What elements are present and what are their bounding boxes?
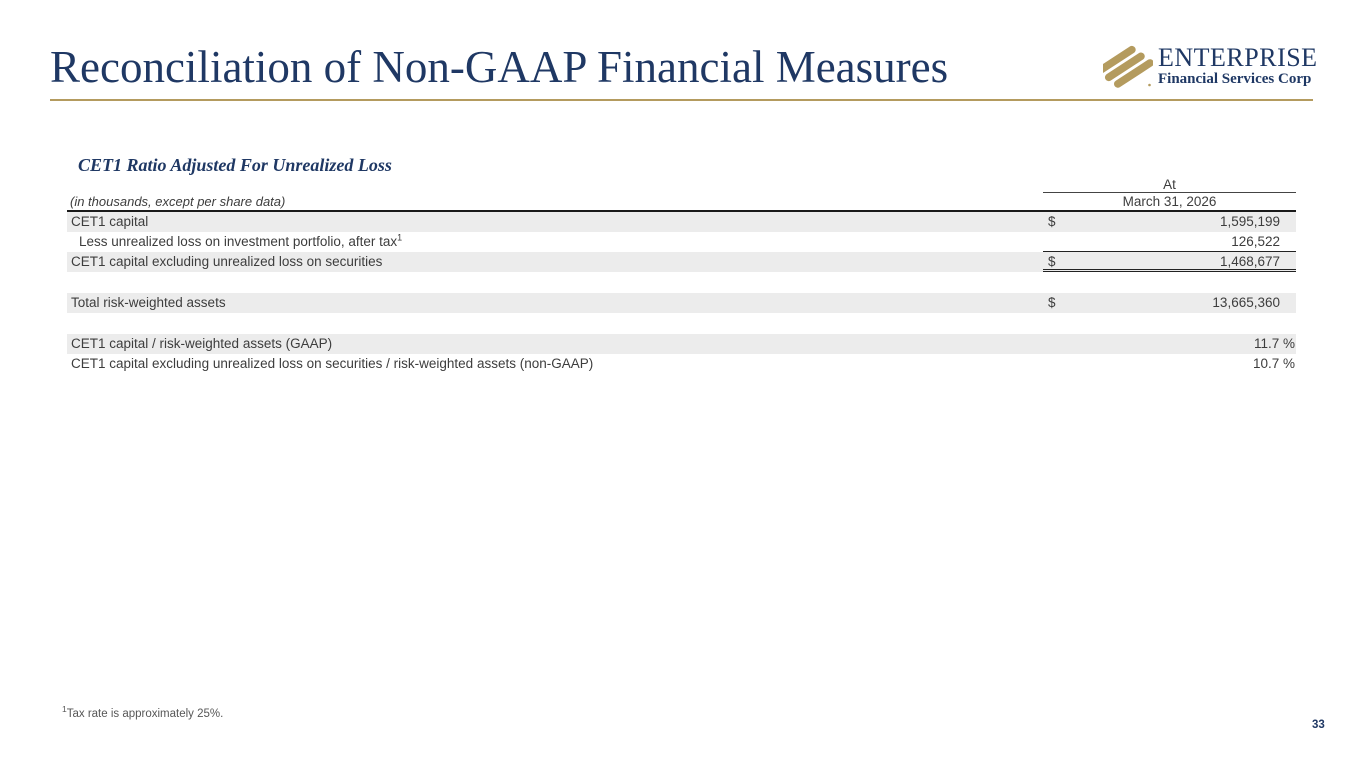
row-label: CET1 capital / risk-weighted assets (GAA…	[71, 336, 333, 351]
currency-symbol: $	[1048, 254, 1056, 269]
footnote-text: Tax rate is approximately 25%.	[66, 707, 224, 720]
table-spacer	[67, 313, 1296, 334]
table-spacer	[67, 272, 1296, 293]
row-value: 1,595,199	[1219, 214, 1280, 229]
row-value-column: 11.7 %	[1043, 334, 1296, 354]
row-value: 1,468,677	[1219, 254, 1280, 269]
row-value: 126,522	[1231, 234, 1280, 249]
table-row: CET1 capital excluding unrealized loss o…	[67, 252, 1296, 272]
row-value-column: $1,468,677	[1043, 252, 1296, 272]
table-row: CET1 capital $1,595,199	[67, 212, 1296, 232]
row-value-column: 126,522	[1043, 232, 1296, 252]
currency-symbol	[1043, 354, 1077, 374]
row-label: CET1 capital	[71, 214, 149, 229]
table-row: CET1 capital excluding unrealized loss o…	[67, 354, 1296, 374]
page-number: 33	[1312, 719, 1325, 731]
row-label: Total risk-weighted assets	[71, 295, 226, 310]
row-label: CET1 capital excluding unrealized loss o…	[71, 254, 383, 269]
column-header-date: March 31, 2026	[1122, 194, 1217, 209]
company-logo: ENTERPRISE Financial Services Corp	[1103, 44, 1318, 92]
title-gold-rule	[50, 99, 1313, 101]
currency-symbol	[1043, 334, 1077, 354]
logo-tagline: Financial Services Corp	[1158, 71, 1312, 87]
row-value-column: $1,595,199	[1043, 212, 1296, 232]
currency-symbol	[1043, 232, 1077, 251]
table-row: Less unrealized loss on investment portf…	[67, 232, 1296, 252]
row-value-column: 10.7 %	[1043, 354, 1296, 374]
reconciliation-table: CET1 Ratio Adjusted For Unrealized Loss …	[67, 155, 1296, 374]
units-note: (in thousands, except per share data)	[70, 194, 286, 209]
row-value: 11.7 %	[1253, 336, 1295, 351]
logo-text: ENTERPRISE Financial Services Corp	[1158, 44, 1318, 87]
logo-company-name: ENTERPRISE	[1158, 43, 1318, 72]
footnote-superscript: 1	[62, 704, 67, 714]
column-header: At March 31, 2026	[1043, 177, 1296, 210]
table-heading: CET1 Ratio Adjusted For Unrealized Loss	[78, 155, 392, 175]
row-label: Less unrealized loss on investment portf…	[79, 232, 403, 249]
table-rows: CET1 capital $1,595,199 Less unrealized lo…	[67, 212, 1296, 374]
currency-symbol: $	[1048, 295, 1056, 310]
column-header-period: At	[1043, 177, 1296, 193]
table-header: (in thousands, except per share data) At…	[67, 177, 1296, 212]
table-row: CET1 capital / risk-weighted assets (GAA…	[67, 334, 1296, 354]
row-value: 10.7 %	[1252, 356, 1295, 371]
currency-symbol: $	[1048, 214, 1056, 229]
page-title: Reconciliation of Non-GAAP Financial Mea…	[50, 42, 949, 92]
row-value-column: $13,665,360	[1043, 293, 1296, 313]
footnote: 1Tax rate is approximately 25%.	[62, 704, 223, 720]
row-value: 13,665,360	[1212, 295, 1280, 310]
table-row: Total risk-weighted assets $13,665,360	[67, 293, 1296, 313]
enterprise-swoosh-icon	[1103, 45, 1153, 88]
row-label: CET1 capital excluding unrealized loss o…	[71, 356, 594, 371]
